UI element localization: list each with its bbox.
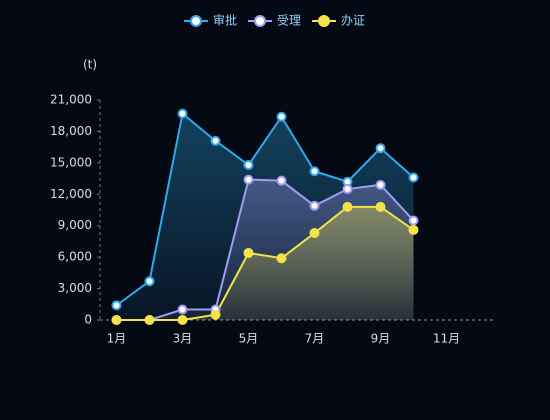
- point: [243, 247, 254, 258]
- x-tick-label: 11月: [433, 332, 460, 346]
- y-tick-label: 3,000: [58, 281, 92, 295]
- point: [243, 174, 254, 185]
- point: [276, 253, 287, 264]
- point: [144, 315, 155, 325]
- legend-label: 办证: [341, 13, 365, 28]
- point: [342, 201, 353, 212]
- y-tick-label: 6,000: [58, 250, 92, 264]
- legend-label: 审批: [213, 13, 237, 28]
- x-tick-label: 7月: [305, 332, 325, 346]
- point: [144, 276, 155, 287]
- point: [408, 215, 419, 226]
- point: [309, 166, 320, 177]
- x-tick-label: 3月: [173, 332, 193, 346]
- point: [375, 179, 386, 190]
- point: [309, 200, 320, 211]
- legend-marker: [190, 15, 202, 27]
- legend-label: 受理: [277, 14, 301, 28]
- point: [210, 135, 221, 146]
- y-tick-label: 21,000: [50, 93, 92, 107]
- line: [116, 178, 415, 321]
- y-tick-label: 18,000: [50, 124, 92, 138]
- point: [309, 228, 320, 239]
- point: [342, 184, 353, 195]
- x-tick-label: 5月: [239, 332, 259, 346]
- area: [116, 206, 414, 320]
- x-tick-label: 1月: [107, 332, 127, 346]
- point: [177, 315, 188, 325]
- point: [177, 108, 188, 119]
- y-tick-label: 0: [84, 313, 92, 327]
- point: [276, 111, 287, 122]
- point: [375, 143, 386, 154]
- point: [111, 300, 122, 311]
- point: [375, 201, 386, 212]
- point: [408, 224, 419, 235]
- y-axis-label: (t): [83, 58, 97, 72]
- y-tick-label: 9,000: [58, 218, 92, 232]
- x-tick-label: 9月: [371, 332, 391, 346]
- point: [177, 304, 188, 315]
- y-tick-label: 15,000: [50, 155, 92, 169]
- line: [115, 111, 415, 307]
- point: [276, 175, 287, 186]
- point: [408, 172, 419, 183]
- legend-marker: [318, 15, 330, 27]
- point: [210, 309, 221, 320]
- line: [116, 205, 415, 321]
- y-tick-label: 12,000: [50, 187, 92, 201]
- point: [111, 315, 122, 325]
- point: [243, 159, 254, 170]
- legend-marker: [254, 15, 266, 27]
